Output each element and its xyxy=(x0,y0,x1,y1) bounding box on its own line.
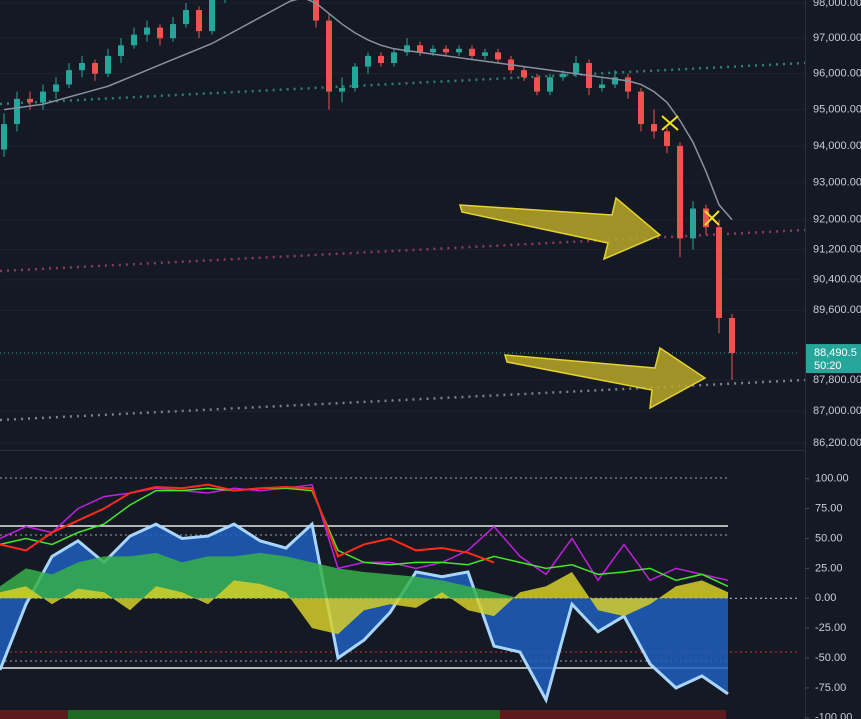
y-tick-label: 95,000.00 xyxy=(813,104,861,116)
candle-body xyxy=(729,317,735,354)
oscillator-line xyxy=(0,487,729,587)
candle-body xyxy=(560,73,566,78)
trend-line xyxy=(0,228,806,273)
candle-body xyxy=(716,227,722,318)
y-tick-label: 100.00 xyxy=(815,473,849,485)
last-price-label: 88,490.5 xyxy=(814,347,857,359)
y-tick-label: 50.00 xyxy=(815,532,843,544)
y-tick-label: 93,000.00 xyxy=(813,177,861,189)
candle-body xyxy=(1,124,7,150)
candle-body xyxy=(417,45,423,53)
candle-body xyxy=(638,91,644,125)
trend-line xyxy=(0,378,806,422)
candle-body xyxy=(690,208,696,239)
candle-body xyxy=(599,84,605,89)
y-tick-label: 86,200.00 xyxy=(813,437,861,449)
y-tick-label: -100.00 xyxy=(815,712,852,719)
candle-body xyxy=(118,45,124,56)
signal-strip xyxy=(500,710,726,719)
candle-body xyxy=(326,20,332,92)
candle-body xyxy=(612,77,618,85)
signal-strip xyxy=(0,710,68,719)
cross-marker xyxy=(661,115,720,226)
y-tick-label: 98,000.00 xyxy=(813,0,861,9)
candle-body xyxy=(170,24,176,39)
candle-body xyxy=(40,91,46,103)
last-price-box xyxy=(806,344,861,374)
y-tick-label: 96,000.00 xyxy=(813,68,861,80)
y-tick-label: -50.00 xyxy=(815,652,846,664)
y-tick-label: 91,200.00 xyxy=(813,244,861,256)
price-axis: 98,000.00 97,000.00 96,000.00 95,000.00 94,0… xyxy=(805,0,861,719)
candle-body xyxy=(495,52,501,60)
candle-body xyxy=(469,48,475,56)
candle-body xyxy=(573,63,579,74)
candle-body xyxy=(456,48,462,53)
candle-body xyxy=(313,0,319,21)
candle-body xyxy=(521,70,527,78)
candle-body xyxy=(664,131,670,146)
candle-body xyxy=(482,52,488,56)
candle-body xyxy=(430,48,436,53)
y-tick-label: 97,000.00 xyxy=(813,32,861,44)
candle-body xyxy=(144,27,150,35)
candle-body xyxy=(703,208,709,228)
candle-body xyxy=(651,124,657,132)
candle-body xyxy=(625,77,631,92)
moving-average xyxy=(3,0,733,221)
y-tick-label: 87,800.00 xyxy=(813,374,861,386)
candle-body xyxy=(196,10,202,32)
y-tick-label: 87,000.00 xyxy=(813,405,861,417)
y-tick-label: -25.00 xyxy=(815,622,846,634)
candle-body xyxy=(27,98,33,103)
candle-body xyxy=(365,55,371,67)
candle-body xyxy=(443,48,449,53)
arrow xyxy=(458,196,662,261)
candle-body xyxy=(66,70,72,85)
countdown: 50:20 xyxy=(814,360,842,372)
oscillator-edge xyxy=(0,521,729,704)
candle-body xyxy=(157,27,163,39)
candle-body xyxy=(352,66,358,89)
y-tick-label: 90,400.00 xyxy=(813,274,861,286)
y-tick-label: 92,000.00 xyxy=(813,214,861,226)
trend-line xyxy=(0,61,806,106)
candle-body xyxy=(53,84,59,92)
price-panel xyxy=(0,0,800,380)
signal-strip xyxy=(68,710,500,719)
y-tick-label: 89,600.00 xyxy=(813,304,861,316)
candle-body xyxy=(534,77,540,92)
y-tick-label: 25.00 xyxy=(815,562,843,574)
y-tick-label: 75.00 xyxy=(815,502,843,514)
oscillator-panel xyxy=(0,477,800,704)
oscillator-area xyxy=(0,571,728,635)
y-tick-label: -75.00 xyxy=(815,682,846,694)
candle-body xyxy=(404,45,410,53)
candle-body xyxy=(677,145,683,239)
candle-body xyxy=(105,55,111,74)
y-tick-label: 0.00 xyxy=(815,592,836,604)
candle-body xyxy=(339,88,345,92)
candle-body xyxy=(14,98,20,125)
candle-body xyxy=(131,34,137,46)
candle-body xyxy=(183,10,189,25)
candle-body xyxy=(378,55,384,64)
oscillator-area xyxy=(0,552,728,599)
y-tick-label: 94,000.00 xyxy=(813,140,861,152)
candle-body xyxy=(92,63,98,74)
candle-body xyxy=(547,77,553,92)
candle-body xyxy=(79,63,85,71)
oscillator-line xyxy=(0,483,495,564)
grid xyxy=(0,2,805,444)
arrow xyxy=(503,346,707,410)
candle-body xyxy=(209,0,215,32)
candle-body xyxy=(391,52,397,64)
